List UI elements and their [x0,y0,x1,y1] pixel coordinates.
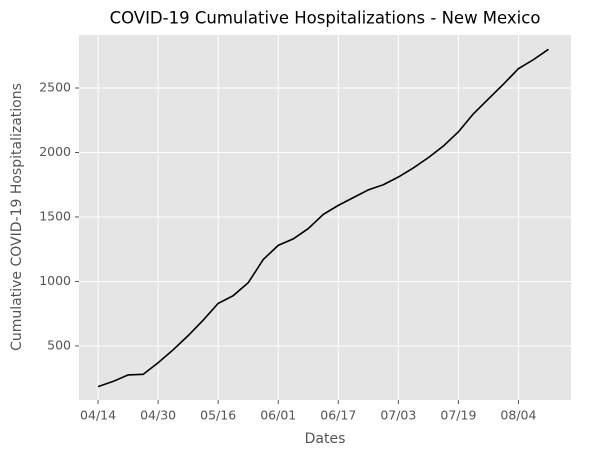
x-tick-label: 06/01 [260,408,296,423]
x-tick-label: 04/14 [80,408,116,423]
y-tick-label: 2500 [39,80,71,95]
y-tick-label: 2000 [39,144,71,159]
plot-area [79,35,571,400]
x-tick-label: 07/19 [440,408,476,423]
x-tick-label: 06/17 [320,408,356,423]
x-tick-label: 04/30 [140,408,176,423]
data-line [97,48,549,388]
chart-title: COVID-19 Cumulative Hospitalizations - N… [110,9,541,28]
x-tick-label: 05/16 [200,408,236,423]
x-axis-label: Dates [305,431,346,447]
y-tick-label: 500 [47,337,71,352]
y-axis-label: Cumulative COVID-19 Hospitalizations [9,83,25,351]
y-tick-label: 1000 [39,273,71,288]
x-tick-label: 07/03 [380,408,416,423]
y-tick-label: 1500 [39,208,71,223]
x-tick-label: 08/04 [500,408,536,423]
